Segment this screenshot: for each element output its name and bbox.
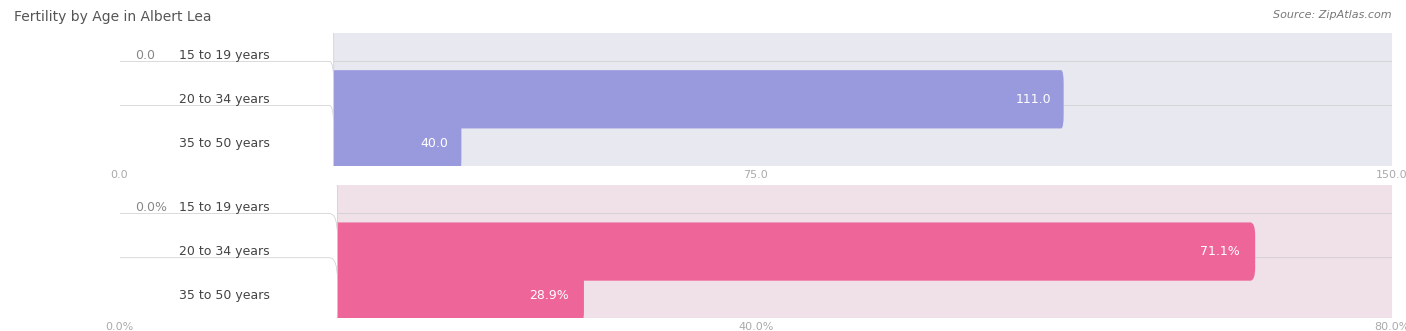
FancyBboxPatch shape bbox=[111, 213, 337, 290]
Text: 20 to 34 years: 20 to 34 years bbox=[179, 93, 270, 106]
Text: 20 to 34 years: 20 to 34 years bbox=[179, 245, 270, 258]
FancyBboxPatch shape bbox=[111, 258, 337, 331]
FancyBboxPatch shape bbox=[325, 266, 583, 325]
FancyBboxPatch shape bbox=[115, 106, 333, 181]
FancyBboxPatch shape bbox=[111, 258, 1400, 331]
FancyBboxPatch shape bbox=[115, 17, 333, 93]
FancyBboxPatch shape bbox=[115, 17, 1396, 93]
FancyBboxPatch shape bbox=[115, 106, 1396, 181]
Text: 111.0: 111.0 bbox=[1015, 93, 1050, 106]
FancyBboxPatch shape bbox=[115, 61, 333, 137]
Text: 15 to 19 years: 15 to 19 years bbox=[179, 49, 270, 62]
Text: 35 to 50 years: 35 to 50 years bbox=[179, 289, 270, 302]
Text: 35 to 50 years: 35 to 50 years bbox=[179, 137, 270, 150]
Text: Fertility by Age in Albert Lea: Fertility by Age in Albert Lea bbox=[14, 10, 211, 24]
Text: 28.9%: 28.9% bbox=[529, 289, 569, 302]
FancyBboxPatch shape bbox=[115, 61, 1396, 137]
FancyBboxPatch shape bbox=[328, 70, 1064, 128]
FancyBboxPatch shape bbox=[111, 213, 1400, 290]
Text: 71.1%: 71.1% bbox=[1201, 245, 1240, 258]
Text: 0.0: 0.0 bbox=[135, 49, 155, 62]
FancyBboxPatch shape bbox=[111, 169, 337, 245]
Text: 15 to 19 years: 15 to 19 years bbox=[179, 201, 270, 214]
Text: Source: ZipAtlas.com: Source: ZipAtlas.com bbox=[1274, 10, 1392, 20]
FancyBboxPatch shape bbox=[325, 222, 1256, 281]
Text: 40.0: 40.0 bbox=[420, 137, 449, 150]
FancyBboxPatch shape bbox=[111, 169, 1400, 245]
FancyBboxPatch shape bbox=[328, 114, 461, 172]
Text: 0.0%: 0.0% bbox=[135, 201, 167, 214]
